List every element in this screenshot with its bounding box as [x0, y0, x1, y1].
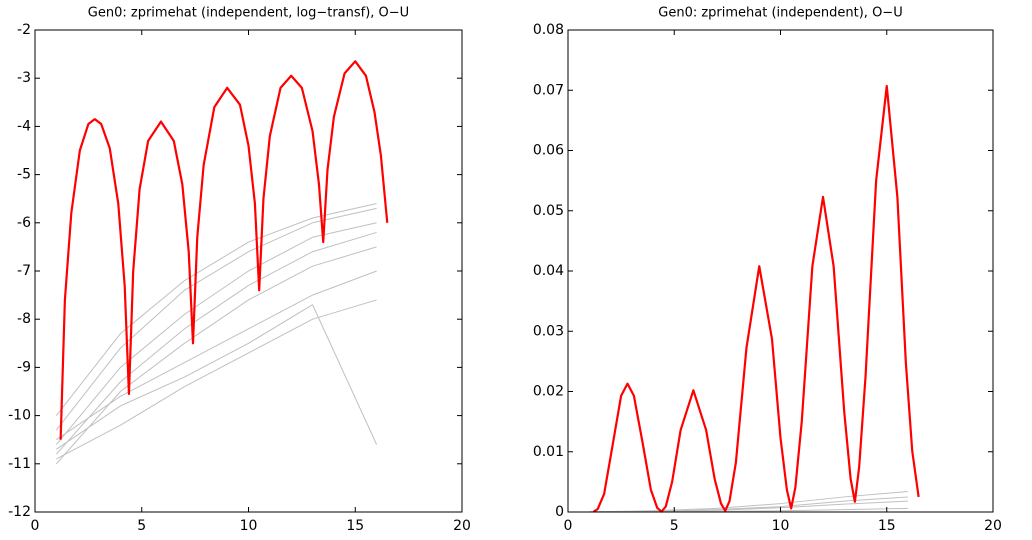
sample-line	[55, 207, 377, 431]
y-tick-label: 0.08	[533, 22, 564, 38]
sample-line	[56, 270, 377, 441]
y-tick-label: -3	[17, 70, 31, 86]
x-tick-label: 10	[772, 518, 790, 534]
y-tick-label: -9	[17, 359, 31, 375]
y-tick-label: 0.03	[533, 323, 564, 339]
x-tick-label: 0	[31, 518, 40, 534]
highlight-line	[59, 60, 389, 440]
y-tick-label: 0	[555, 504, 564, 520]
y-tick-label: -4	[17, 118, 31, 134]
y-tick-label: 0.05	[533, 203, 564, 219]
y-tick-label: -5	[17, 167, 31, 183]
x-tick-label: 5	[137, 518, 146, 534]
x-tick-label: 5	[670, 518, 679, 534]
highlight-line	[592, 84, 920, 513]
chart-title: Gen0: zprimehat (independent), O−U	[658, 6, 902, 21]
y-tick-label: 0.06	[533, 143, 564, 159]
x-tick-label: 20	[453, 518, 471, 534]
sample-line	[55, 203, 377, 416]
x-tick-label: 15	[878, 518, 896, 534]
y-tick-label: -10	[8, 408, 31, 424]
sample-line	[56, 299, 377, 460]
y-tick-label: 0.01	[533, 444, 564, 460]
y-tick-label: 0.07	[533, 82, 564, 98]
x-tick-label: 10	[240, 518, 258, 534]
x-tick-label: 0	[564, 518, 573, 534]
sample-line	[55, 231, 377, 455]
y-tick-label: -8	[17, 311, 31, 327]
sample-line	[56, 304, 378, 450]
y-tick-label: -7	[17, 263, 31, 279]
y-tick-label: -2	[17, 22, 31, 38]
x-tick-label: 15	[346, 518, 364, 534]
chart-title: Gen0: zprimehat (independent, log−transf…	[88, 6, 409, 21]
y-tick-label: 0.02	[533, 384, 564, 400]
y-tick-label: -11	[8, 456, 31, 472]
y-tick-label: -12	[8, 504, 31, 520]
x-tick-label: 20	[984, 518, 1002, 534]
y-tick-label: -6	[17, 215, 31, 231]
y-tick-label: 0.04	[533, 263, 564, 279]
